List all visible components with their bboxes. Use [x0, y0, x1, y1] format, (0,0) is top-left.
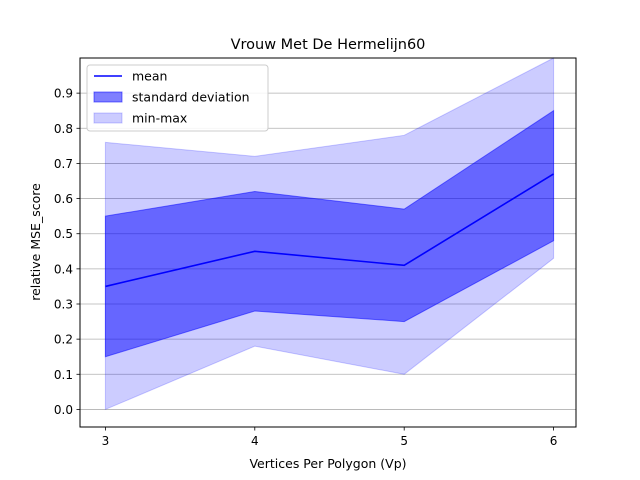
legend: mean standard deviation min-max — [86, 64, 269, 132]
bands — [104, 57, 555, 411]
y-tick-label: 0.1 — [54, 368, 73, 382]
y-tick-label: 0.0 — [54, 403, 73, 417]
legend-label: standard deviation — [132, 90, 250, 105]
y-tick-label: 0.4 — [54, 262, 73, 276]
line-mean — [105, 173, 555, 288]
band-standard-deviation — [104, 109, 555, 358]
y-tick-label: 0.8 — [54, 122, 73, 136]
x-tick-label: 4 — [251, 434, 259, 448]
y-tick-label: 0.9 — [54, 87, 73, 101]
legend-label: mean — [132, 69, 167, 84]
lines — [105, 173, 555, 288]
plot-frame — [79, 57, 577, 428]
y-axis-label: relative MSE_score — [28, 183, 43, 301]
x-tick-label: 3 — [102, 434, 110, 448]
y-axis-ticks: 0.0 0.1 0.2 0.3 0.4 0.5 0.6 0.7 0.8 0.9 — [54, 87, 80, 417]
y-tick-label: 0.7 — [54, 157, 73, 171]
y-tick-label: 0.2 — [54, 333, 73, 347]
x-axis-ticks: 3 4 5 6 — [102, 427, 558, 448]
y-tick-label: 0.5 — [54, 227, 73, 241]
legend-label: min-max — [132, 111, 187, 126]
legend-swatch-standard-deviation — [93, 91, 123, 103]
y-tick-label: 0.3 — [54, 298, 73, 312]
x-axis-label: Vertices Per Polygon (Vp) — [249, 456, 406, 471]
chart-title: Vrouw Met De Hermelijn60 — [231, 37, 426, 53]
x-tick-label: 6 — [550, 434, 558, 448]
legend-swatch-min-max — [93, 112, 123, 124]
legend-box — [86, 64, 269, 132]
y-tick-label: 0.6 — [54, 192, 73, 206]
x-tick-label: 5 — [400, 434, 408, 448]
